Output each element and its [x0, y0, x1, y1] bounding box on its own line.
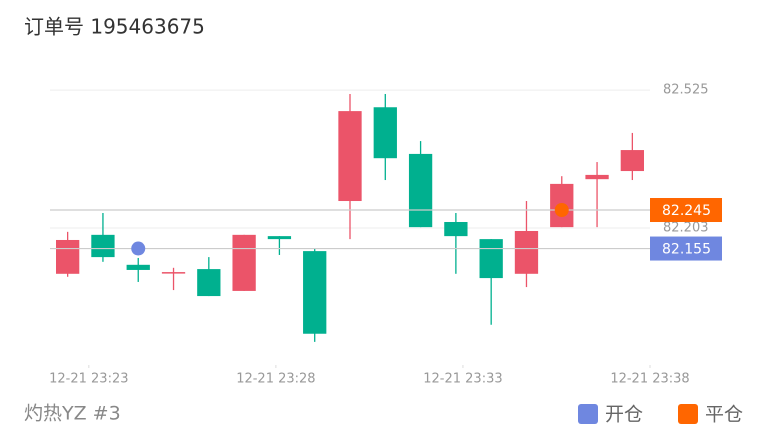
candle-body — [373, 107, 397, 159]
legend-label: 开仓 — [605, 404, 643, 426]
candle-body — [408, 153, 433, 228]
x-tick-label: 12-21 23:23 — [49, 372, 128, 387]
candle-body — [303, 251, 327, 334]
candle-body — [267, 236, 292, 240]
x-tick-label: 12-21 23:33 — [423, 372, 502, 387]
trade-marker — [554, 203, 569, 218]
legend-label: 平仓 — [705, 404, 743, 426]
y-tick-label: 82.525 — [663, 83, 709, 98]
candle-body — [338, 111, 362, 202]
price-label-box — [650, 236, 722, 261]
footer-label: 灼热YZ #3 — [24, 403, 121, 425]
trade-marker — [131, 241, 146, 256]
legend-swatch — [578, 404, 598, 424]
candle-body — [197, 269, 221, 297]
candle-body — [444, 221, 468, 237]
candle-body — [585, 174, 609, 180]
candle-body — [161, 272, 186, 274]
candle-body — [620, 150, 644, 172]
x-tick-label: 12-21 23:38 — [610, 372, 689, 387]
candle-body — [514, 230, 539, 274]
candle-body — [56, 239, 80, 274]
candle-body — [91, 234, 115, 258]
candle-body — [232, 234, 256, 291]
price-label-box — [650, 198, 722, 223]
candle-body — [126, 264, 150, 270]
y-tick-label: 82.203 — [663, 220, 709, 235]
legend-swatch — [678, 404, 698, 424]
price-label: 82.155 — [662, 242, 711, 258]
chart-title: 订单号 195463675 — [24, 15, 205, 39]
candle-body — [479, 239, 503, 279]
x-tick-label: 12-21 23:28 — [236, 372, 315, 387]
price-label: 82.245 — [662, 203, 711, 219]
